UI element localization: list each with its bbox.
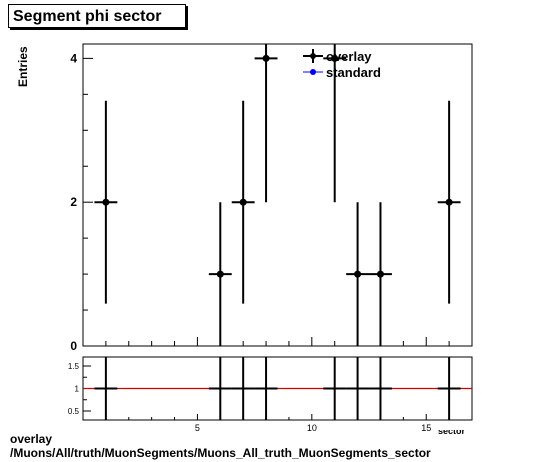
ratio-y-tick-label: 0.5 (68, 407, 80, 416)
data-point (102, 198, 110, 206)
main-plot-frame (82, 43, 473, 347)
x-axis-label: sector (438, 430, 466, 435)
x-tick-label: 5 (195, 423, 200, 433)
data-point (445, 198, 453, 206)
legend-label-standard: standard (326, 65, 381, 80)
ratio-y-tick-label: 1.5 (68, 362, 80, 371)
x-tick-label: 10 (307, 423, 317, 433)
ratio-y-tick-label: 1 (75, 385, 80, 394)
y-tick-label: 4 (70, 51, 77, 65)
data-point (376, 270, 384, 278)
legend-marker-standard (310, 69, 316, 75)
data-point (239, 198, 247, 206)
legend-label-overlay: overlay (326, 49, 372, 64)
data-point (216, 270, 224, 278)
data-point (262, 54, 270, 62)
data-point (331, 54, 339, 62)
data-point (354, 270, 362, 278)
footer-line-2: /Muons/All/truth/MuonSegments/Muons_All_… (10, 446, 431, 460)
x-tick-label: 15 (421, 423, 431, 433)
chart-title: Segment phi sector (8, 4, 186, 28)
y-axis-label: Entries (16, 46, 30, 87)
y-tick-label: 0 (70, 339, 77, 353)
y-tick-label: 2 (70, 195, 77, 209)
legend-marker-overlay (310, 53, 316, 59)
footer-line-1: overlay (10, 432, 53, 446)
